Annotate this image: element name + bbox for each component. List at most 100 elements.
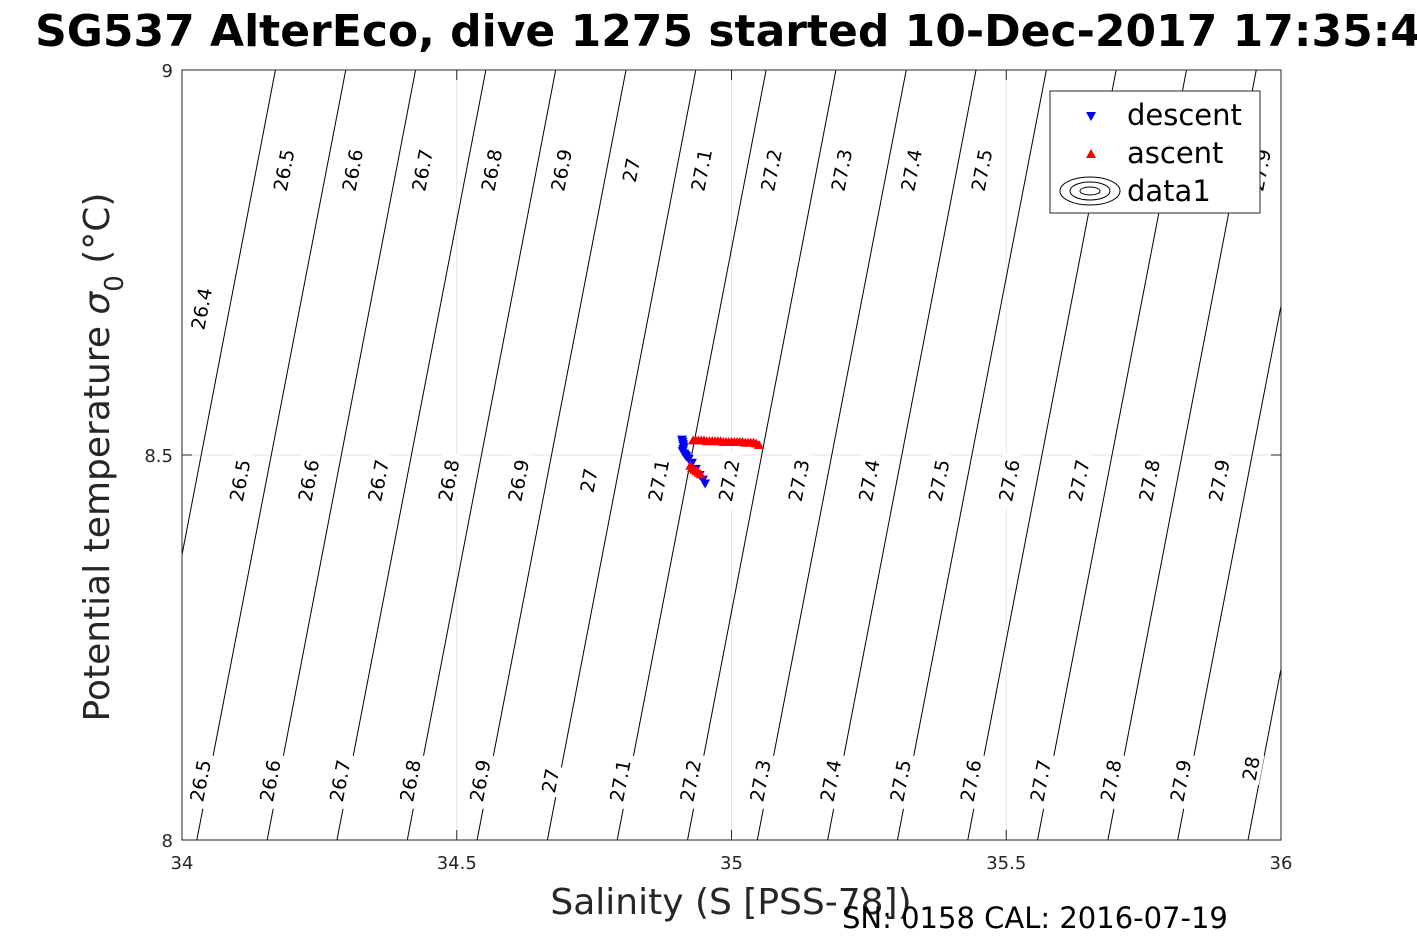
contour-label-mask [852, 451, 885, 510]
y-tick-label: 8 [162, 831, 173, 852]
contour-label-mask [323, 752, 356, 810]
contour-label-mask [895, 141, 928, 199]
contour-label-mask [406, 141, 439, 199]
contour-label-mask [712, 451, 745, 510]
contour-label-mask [755, 141, 787, 199]
density-contours [182, 70, 1281, 840]
contour-label-mask [1133, 451, 1166, 510]
contour-label-mask [536, 763, 564, 798]
y-axis-ticks: 88.59 [144, 61, 1281, 852]
x-tick-label: 34 [171, 853, 194, 874]
legend-data1-label: data1 [1127, 174, 1211, 208]
contour-label-text: 27 [538, 767, 564, 795]
contour-label-mask [744, 752, 776, 810]
contour-label-mask [394, 752, 426, 810]
contour-label-mask [432, 451, 465, 510]
contour-label-mask [223, 451, 256, 510]
contour-label-mask [574, 463, 603, 498]
density-contour-label: 27 [574, 463, 603, 498]
contour-label-text: 28 [1239, 755, 1265, 783]
density-contour-line [336, 70, 487, 840]
legend-ascent-label: ascent [1127, 136, 1223, 170]
contour-label-mask [254, 752, 286, 810]
x-tick-label: 34.5 [437, 853, 477, 874]
density-contour-line [266, 70, 417, 840]
contour-label-mask [884, 752, 917, 810]
density-contour-label: 26.5 [267, 141, 300, 199]
descent-point [700, 479, 711, 489]
density-contour-line [1247, 666, 1281, 840]
contour-label-mask [1024, 752, 1057, 810]
x-tick-label: 35.5 [986, 853, 1026, 874]
contour-label-mask [993, 451, 1025, 510]
contour-label-mask [1062, 451, 1095, 510]
contour-label-mask [1237, 751, 1265, 786]
data-series [677, 435, 764, 489]
ascent-point [753, 439, 764, 449]
y-axis-label-sub: 0 [100, 275, 130, 292]
footer-serial-calibration: SN: 0158 CAL: 2016-07-19 [842, 901, 1228, 935]
x-axis-ticks: 34 34.5 35 35.5 36 [171, 70, 1293, 874]
density-contour-line [476, 70, 627, 840]
y-axis-label-unit: (°C) [77, 193, 118, 276]
contour-label-mask [674, 752, 707, 810]
contour-label-mask [825, 141, 858, 199]
density-contour-label: 26.5 [184, 752, 217, 810]
legend: descent ascent data1 [1049, 90, 1261, 214]
contour-label-mask [922, 451, 955, 510]
contour-label-mask [502, 451, 535, 510]
legend-descent-label: descent [1127, 98, 1242, 132]
density-contour-line [756, 70, 907, 840]
density-contour-line [896, 70, 1047, 840]
y-axis-label-main: Potential temperature [77, 315, 118, 722]
contour-label-mask [475, 141, 508, 199]
density-contour-line [687, 70, 837, 840]
x-tick-label: 36 [1270, 853, 1293, 874]
contour-label-mask [292, 451, 325, 510]
legend-descent-marker [1086, 112, 1096, 121]
contour-label-mask [362, 451, 395, 510]
contour-label-mask [782, 451, 815, 510]
ascent-point [695, 469, 706, 479]
contour-label-mask [336, 141, 369, 199]
contour-label-mask [617, 153, 645, 187]
legend-ascent-marker [1086, 149, 1096, 158]
contour-label-mask [814, 752, 847, 810]
contour-label-mask [604, 752, 636, 810]
x-tick-label: 35 [720, 853, 743, 874]
x-axis-label: Salinity (S [PSS-78]) [550, 882, 911, 923]
density-contour-label: 27 [536, 763, 564, 798]
series-ascent [685, 435, 764, 479]
contour-label-mask [1164, 752, 1197, 810]
density-contour-label: 27.2 [712, 451, 745, 510]
density-contour-label: 26.5 [223, 451, 256, 510]
density-contour-label: 28 [1237, 751, 1265, 786]
contour-label-text: 27 [577, 467, 603, 495]
density-contour-line [406, 70, 557, 840]
legend-box [1049, 90, 1261, 214]
contour-label-mask [463, 752, 496, 810]
density-contour-line [182, 70, 276, 558]
y-axis-label: Potential temperature σ0 (°C) [77, 193, 130, 722]
density-contour-line [1177, 303, 1281, 840]
legend-data1-contour-icon [1059, 176, 1121, 206]
y-axis-label-sigma: σ [77, 291, 118, 315]
density-contour-line [546, 70, 697, 840]
density-contour-line [196, 70, 347, 840]
contour-label-mask [685, 141, 718, 199]
contour-label-text: 27 [619, 156, 645, 184]
contour-label-mask [954, 752, 987, 810]
contour-label-mask [1202, 451, 1235, 510]
contour-label-mask [545, 141, 578, 199]
chart-title: SG537 AlterEco, dive 1275 started 10-Dec… [35, 6, 1417, 57]
contour-label-mask [965, 141, 998, 199]
contour-label-mask [267, 141, 300, 199]
y-tick-label: 9 [162, 61, 173, 82]
contour-label-mask [185, 280, 218, 338]
density-contour-label: 27 [617, 153, 645, 187]
y-tick-label: 8.5 [144, 446, 173, 467]
contour-label-mask [184, 752, 217, 810]
density-contour-line [827, 70, 977, 840]
contour-label-mask [642, 451, 675, 510]
